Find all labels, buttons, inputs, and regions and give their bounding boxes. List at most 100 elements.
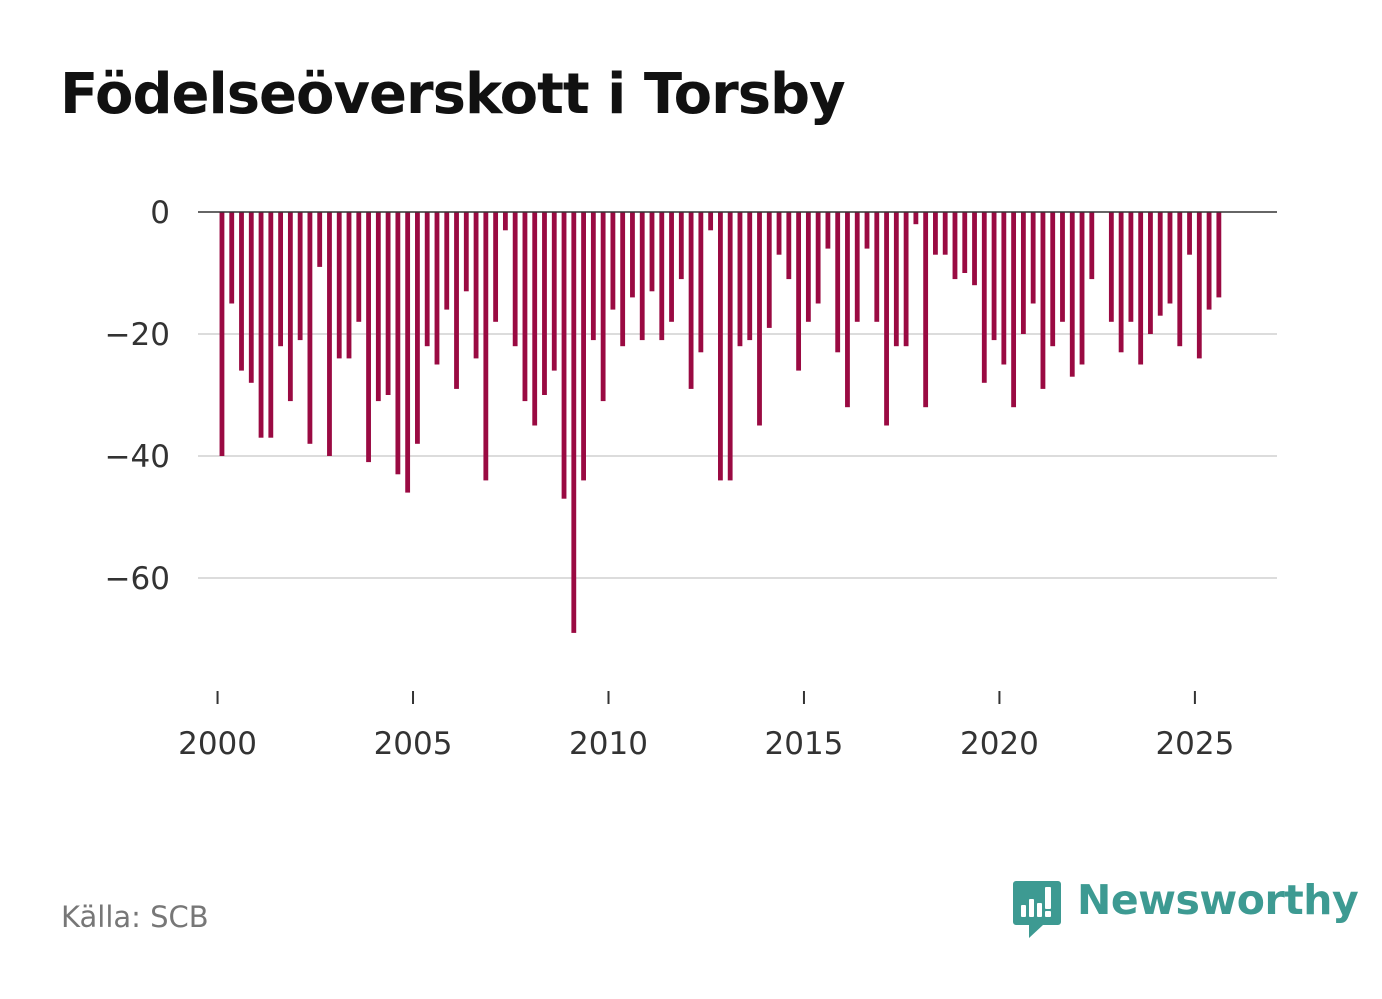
- bar: [620, 212, 626, 347]
- x-tick-label: 2025: [1155, 726, 1234, 762]
- bar: [542, 212, 547, 395]
- bar: [727, 212, 733, 481]
- x-tick-label: 2010: [569, 726, 648, 762]
- bar: [1089, 212, 1095, 280]
- bar: [1011, 212, 1017, 408]
- bar: [366, 212, 371, 463]
- bar: [884, 212, 889, 426]
- bar: [776, 212, 782, 255]
- bar: [845, 212, 850, 408]
- bar: [1060, 212, 1065, 322]
- bar: [375, 212, 381, 402]
- bar: [317, 212, 323, 267]
- bar: [1079, 212, 1085, 365]
- bar: [327, 212, 332, 456]
- bar: [893, 212, 899, 347]
- bar: [258, 212, 264, 438]
- bar: [903, 212, 909, 347]
- bars: [219, 212, 1222, 633]
- bar: [630, 212, 635, 298]
- bar: [1177, 212, 1183, 347]
- bar: [581, 212, 586, 481]
- bar: [336, 212, 342, 359]
- bar: [923, 212, 929, 408]
- bar: [395, 212, 401, 475]
- bar: [962, 212, 968, 273]
- chart-title: Födelseöverskott i Torsby: [60, 62, 846, 127]
- bar: [1187, 212, 1192, 255]
- bar: [463, 212, 469, 292]
- bar: [590, 212, 596, 341]
- bar: [698, 212, 704, 353]
- bar: [952, 212, 958, 280]
- y-tick-label: −20: [105, 317, 170, 353]
- bar: [1040, 212, 1046, 389]
- bar: [1216, 212, 1222, 298]
- bar: [502, 212, 508, 231]
- x-tick-label: 2020: [960, 726, 1039, 762]
- bar: [356, 212, 362, 322]
- source-label: Källa: SCB: [61, 900, 209, 934]
- bar: [649, 212, 655, 292]
- y-tick-label: −40: [105, 439, 170, 475]
- bar: [659, 212, 665, 341]
- bar: [434, 212, 440, 365]
- bar: [1030, 212, 1036, 304]
- bar: [1050, 212, 1056, 347]
- bar: [678, 212, 684, 280]
- bar: [512, 212, 518, 347]
- bar: [405, 212, 411, 493]
- bar: [561, 212, 567, 499]
- bar: [346, 212, 352, 359]
- x-tick-label: 2005: [374, 726, 453, 762]
- bar: [297, 212, 303, 341]
- bar: [786, 212, 792, 280]
- y-tick-label: −60: [105, 561, 170, 597]
- bar: [639, 212, 645, 341]
- bar: [424, 212, 430, 347]
- bar: [805, 212, 811, 322]
- bar: [522, 212, 528, 402]
- bar: [268, 212, 274, 438]
- bar: [1001, 212, 1007, 365]
- newsworthy-logo-icon: [1013, 881, 1061, 938]
- bar: [864, 212, 870, 249]
- bar: [669, 212, 674, 322]
- bar: [1167, 212, 1173, 304]
- bar: [454, 212, 459, 389]
- bar: [913, 212, 919, 225]
- bar: [991, 212, 997, 341]
- bar: [1206, 212, 1212, 310]
- bar: [239, 212, 244, 371]
- bar: [747, 212, 753, 341]
- x-tick-label: 2000: [178, 726, 257, 762]
- bar: [1138, 212, 1144, 365]
- bar: [1118, 212, 1124, 353]
- bar: [219, 212, 225, 456]
- bar: [229, 212, 235, 304]
- bar: [933, 212, 938, 255]
- bar: [483, 212, 489, 481]
- bar: [571, 212, 577, 633]
- bar: [1020, 212, 1026, 334]
- bar: [307, 212, 313, 444]
- gridlines: [198, 333, 1277, 579]
- bar: [718, 212, 723, 481]
- bar: [1157, 212, 1163, 316]
- bar: [610, 212, 616, 310]
- bar: [248, 212, 254, 383]
- newsworthy-brand: Newsworthy: [1012, 876, 1359, 942]
- bar: [708, 212, 714, 231]
- bar: [444, 212, 450, 310]
- bar: [972, 212, 977, 286]
- bar: [278, 212, 284, 347]
- bar: [757, 212, 762, 426]
- brand-name: Newsworthy: [1077, 876, 1359, 924]
- bar: [287, 212, 293, 402]
- bar: [1196, 212, 1202, 359]
- bar: [737, 212, 743, 347]
- bar: [815, 212, 821, 304]
- bar: [415, 212, 420, 444]
- bar: [1148, 212, 1153, 334]
